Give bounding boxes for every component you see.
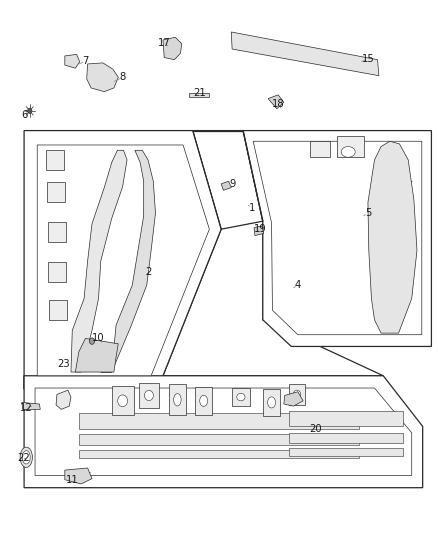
Text: 6: 6 (21, 110, 27, 119)
Text: 8: 8 (120, 72, 126, 82)
Polygon shape (71, 150, 127, 372)
Ellipse shape (237, 393, 245, 401)
Polygon shape (49, 300, 67, 320)
Text: 7: 7 (82, 56, 88, 66)
Polygon shape (289, 448, 403, 456)
Text: 19: 19 (254, 224, 267, 234)
Polygon shape (87, 63, 118, 92)
Ellipse shape (293, 390, 301, 399)
Ellipse shape (89, 338, 95, 344)
Polygon shape (24, 131, 383, 389)
Ellipse shape (173, 393, 181, 406)
Polygon shape (263, 389, 280, 416)
Polygon shape (79, 434, 359, 445)
Text: 17: 17 (158, 38, 171, 47)
Polygon shape (75, 338, 118, 372)
Text: 15: 15 (361, 54, 374, 63)
Polygon shape (284, 392, 303, 406)
Text: 9: 9 (229, 179, 235, 189)
Polygon shape (24, 376, 423, 488)
Text: 5: 5 (365, 208, 371, 218)
Polygon shape (254, 226, 264, 236)
Text: 18: 18 (272, 99, 284, 109)
Polygon shape (253, 141, 422, 335)
Polygon shape (189, 93, 209, 97)
Polygon shape (48, 262, 66, 282)
Text: 10: 10 (92, 334, 105, 343)
Polygon shape (24, 131, 221, 389)
Polygon shape (231, 32, 379, 76)
Polygon shape (289, 411, 403, 426)
Text: 11: 11 (66, 475, 79, 484)
Polygon shape (195, 387, 212, 415)
Polygon shape (35, 388, 412, 475)
Polygon shape (65, 54, 80, 68)
Text: 12: 12 (20, 403, 33, 413)
Polygon shape (65, 468, 92, 484)
Polygon shape (47, 182, 65, 202)
Polygon shape (289, 384, 305, 405)
Polygon shape (56, 390, 71, 409)
Polygon shape (37, 145, 209, 376)
Bar (337, 136, 364, 157)
Polygon shape (268, 95, 284, 109)
Polygon shape (232, 388, 250, 406)
Ellipse shape (22, 451, 30, 464)
Polygon shape (368, 141, 417, 333)
Polygon shape (289, 433, 403, 443)
Text: 23: 23 (57, 359, 70, 368)
Polygon shape (169, 384, 186, 415)
Text: 22: 22 (18, 454, 31, 463)
Polygon shape (22, 402, 40, 409)
Polygon shape (221, 181, 231, 190)
Ellipse shape (20, 447, 32, 467)
Ellipse shape (28, 108, 32, 114)
Ellipse shape (268, 397, 276, 408)
Text: 1: 1 (249, 203, 255, 213)
Polygon shape (48, 222, 66, 242)
Polygon shape (139, 383, 159, 408)
Polygon shape (79, 450, 359, 458)
Bar (310, 141, 330, 157)
Polygon shape (112, 386, 134, 416)
Polygon shape (243, 131, 431, 346)
Ellipse shape (145, 390, 153, 401)
Text: 4: 4 (295, 280, 301, 290)
Text: 2: 2 (146, 267, 152, 277)
Polygon shape (163, 37, 182, 60)
Polygon shape (101, 150, 155, 372)
Text: 21: 21 (193, 88, 206, 98)
Ellipse shape (200, 395, 208, 406)
Ellipse shape (118, 395, 127, 407)
Polygon shape (46, 150, 64, 170)
Polygon shape (79, 413, 359, 429)
Text: 20: 20 (309, 424, 321, 434)
Ellipse shape (341, 147, 355, 157)
